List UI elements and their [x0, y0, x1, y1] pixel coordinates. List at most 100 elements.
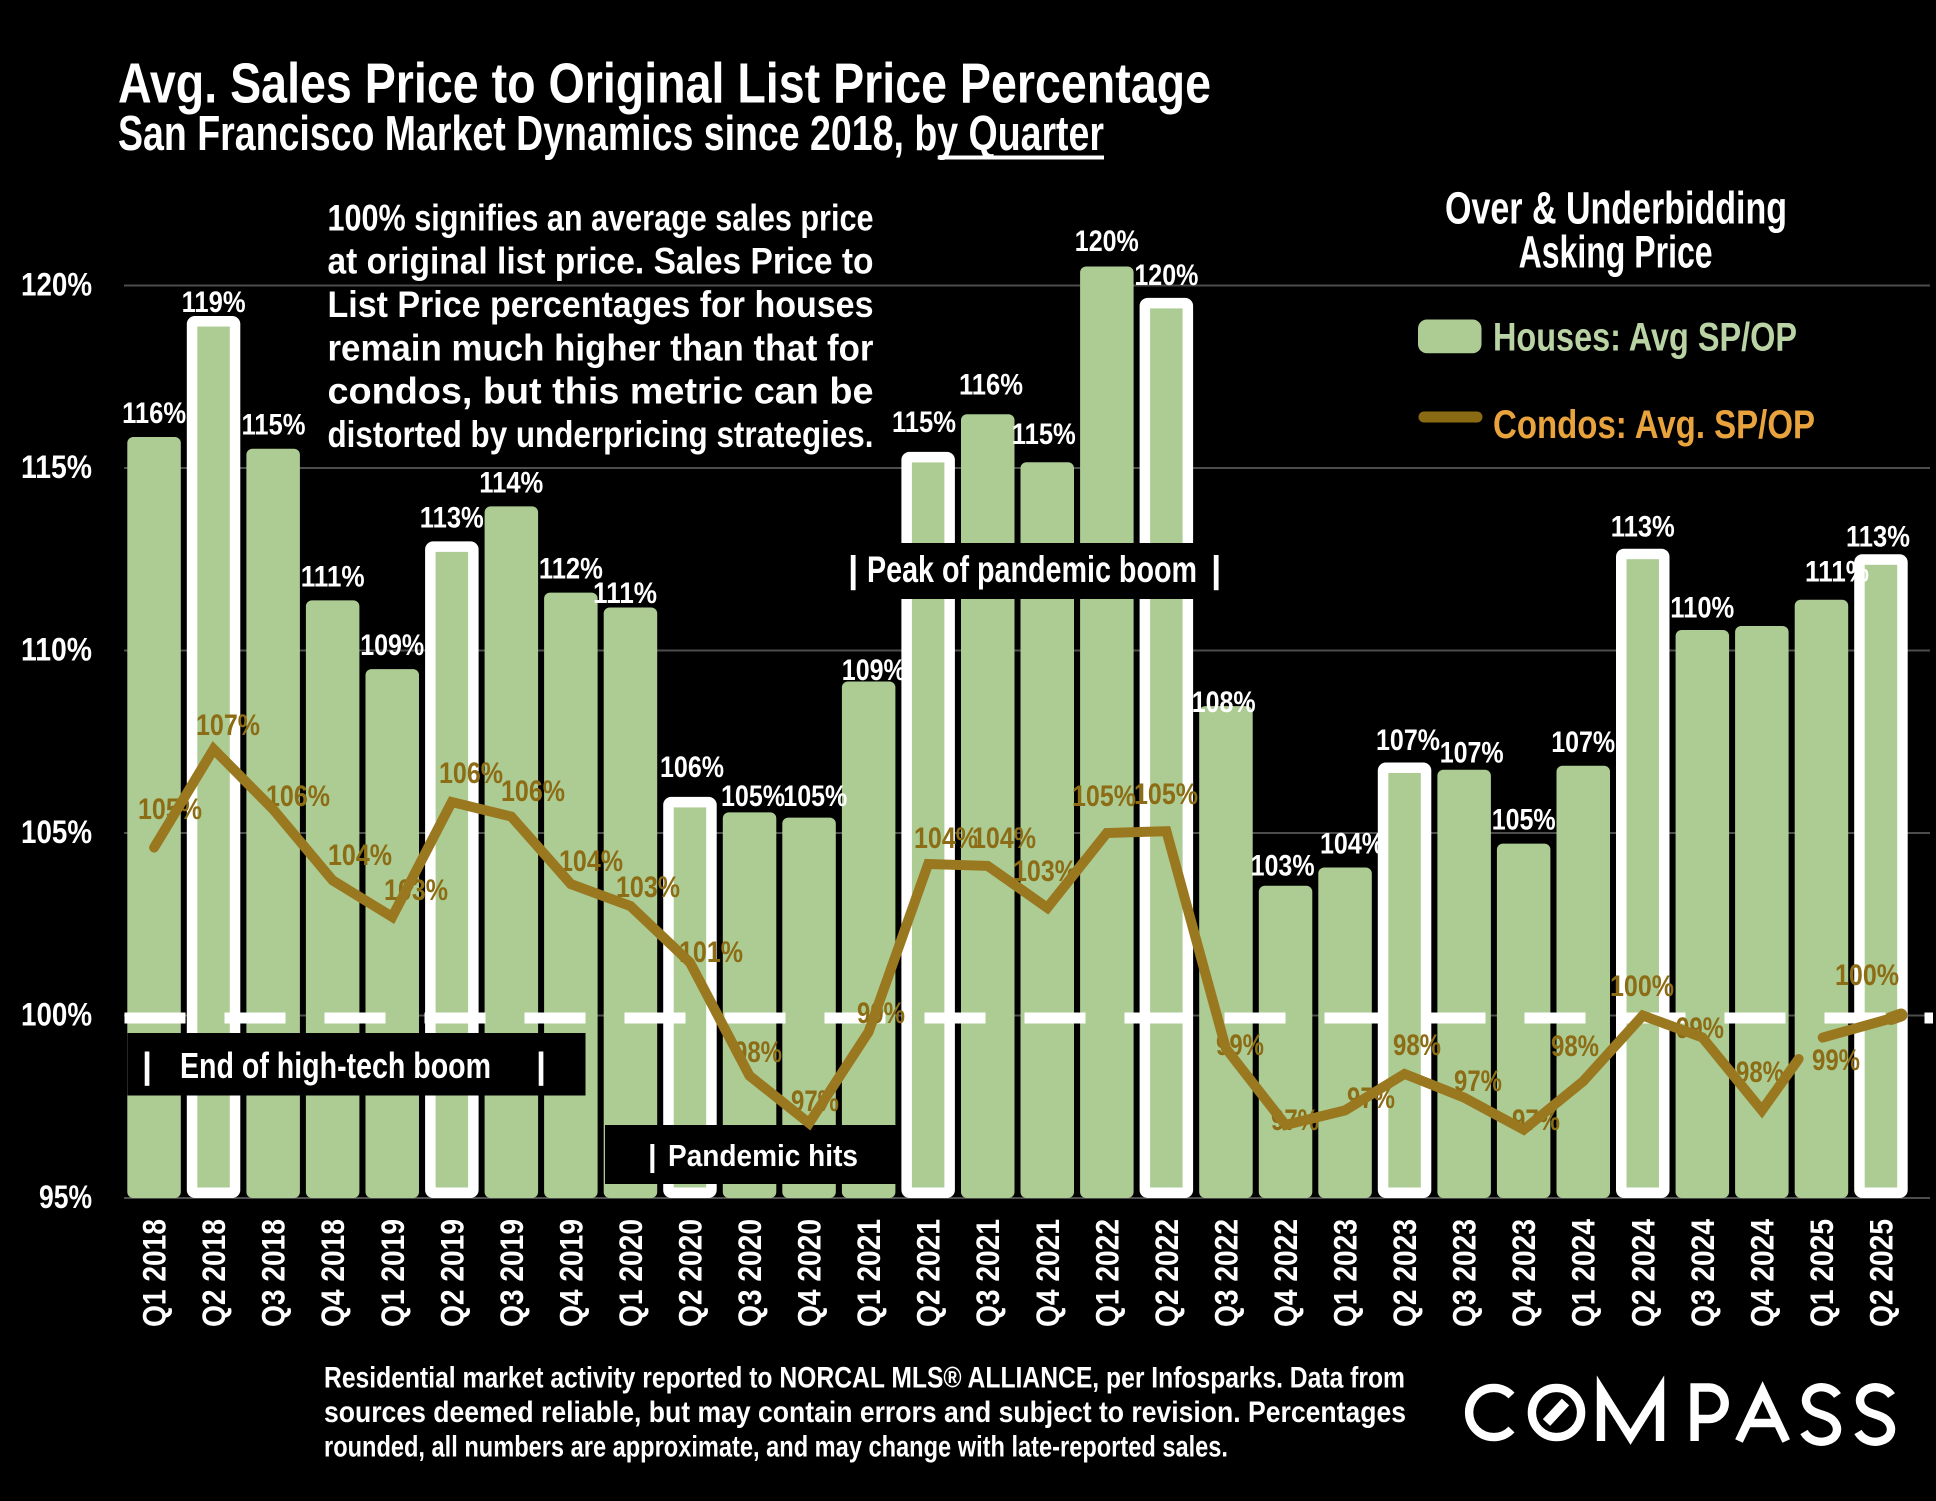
svg-text:Q4 2024: Q4 2024 [1744, 1219, 1780, 1327]
svg-text:110%: 110% [1670, 592, 1734, 625]
svg-text:107%: 107% [1440, 737, 1504, 770]
svg-text:at original list price. Sales: at original list price. Sales Price to [328, 241, 874, 282]
svg-text:Q4 2020: Q4 2020 [792, 1219, 828, 1327]
svg-text:113%: 113% [1846, 520, 1910, 553]
svg-text:105%: 105% [1072, 780, 1136, 813]
svg-text:San Francisco Market Dynamics: San Francisco Market Dynamics since 2018… [118, 107, 1104, 161]
svg-text:Avg. Sales Price to Original L: Avg. Sales Price to Original List Price … [118, 51, 1211, 115]
svg-text:sources deemed reliable, but m: sources deemed reliable, but may contain… [324, 1396, 1406, 1429]
svg-text:99%: 99% [1812, 1044, 1860, 1077]
svg-text:Q2 2022: Q2 2022 [1149, 1219, 1185, 1327]
svg-text:114%: 114% [479, 466, 543, 499]
svg-text:104%: 104% [1320, 828, 1384, 861]
svg-text:95%: 95% [39, 1179, 92, 1215]
svg-text:115%: 115% [242, 409, 306, 442]
svg-text:Q1 2022: Q1 2022 [1089, 1219, 1125, 1327]
svg-text:120%: 120% [1134, 259, 1198, 292]
svg-text:100% signifies an average sale: 100% signifies an average sales price [328, 197, 874, 238]
svg-text:100%: 100% [21, 997, 92, 1033]
svg-text:Over & Underbidding: Over & Underbidding [1445, 183, 1787, 234]
svg-text:Peak of pandemic boom: Peak of pandemic boom [867, 549, 1197, 590]
svg-text:104%: 104% [914, 822, 978, 855]
svg-text:113%: 113% [420, 501, 484, 534]
svg-text:107%: 107% [1376, 724, 1440, 757]
svg-text:Q4 2019: Q4 2019 [553, 1219, 589, 1327]
svg-text:Pandemic hits: Pandemic hits [668, 1138, 858, 1173]
svg-text:Q3 2024: Q3 2024 [1685, 1219, 1721, 1327]
svg-text:List Price percentages for ho: List Price percentages for houses [328, 284, 874, 325]
svg-text:109%: 109% [842, 654, 906, 687]
svg-text:113%: 113% [1611, 511, 1675, 544]
svg-text:105%: 105% [1134, 778, 1198, 811]
svg-text:120%: 120% [21, 267, 92, 303]
svg-text:100%: 100% [1835, 959, 1899, 992]
svg-text:111%: 111% [1805, 556, 1869, 589]
svg-text:Q3 2021: Q3 2021 [970, 1219, 1006, 1327]
svg-text:Q1 2021: Q1 2021 [851, 1219, 887, 1327]
svg-text:103%: 103% [1251, 849, 1315, 882]
svg-text:106%: 106% [501, 775, 565, 808]
svg-text:Q2 2020: Q2 2020 [673, 1219, 709, 1327]
svg-text:condos, but this metric can be: condos, but this metric can be [328, 371, 874, 412]
svg-text:98%: 98% [1551, 1030, 1599, 1063]
svg-text:111%: 111% [593, 577, 657, 610]
svg-text:Q3 2019: Q3 2019 [494, 1219, 530, 1327]
svg-text:Q4 2021: Q4 2021 [1030, 1219, 1066, 1327]
svg-text:105%: 105% [721, 780, 785, 813]
svg-text:Q2 2019: Q2 2019 [434, 1219, 470, 1327]
svg-text:103%: 103% [616, 871, 680, 904]
svg-text:|: | [848, 549, 858, 591]
svg-text:Q2 2018: Q2 2018 [196, 1219, 232, 1327]
svg-text:End of high-tech boom: End of high-tech boom [180, 1045, 491, 1086]
svg-text:Residential market activity re: Residential market activity reported to … [324, 1362, 1405, 1395]
svg-text:|: | [1211, 549, 1221, 591]
svg-text:Q2 2024: Q2 2024 [1625, 1219, 1661, 1327]
svg-text:105%: 105% [783, 780, 847, 813]
svg-text:112%: 112% [539, 553, 603, 586]
svg-text:115%: 115% [892, 406, 956, 439]
svg-text:107%: 107% [196, 709, 260, 742]
svg-text:115%: 115% [1012, 418, 1076, 451]
svg-text:105%: 105% [1492, 804, 1556, 837]
svg-text:104%: 104% [559, 845, 623, 878]
svg-text:Houses: Avg SP/OP: Houses: Avg SP/OP [1493, 316, 1797, 360]
svg-text:116%: 116% [959, 368, 1023, 401]
svg-text:109%: 109% [360, 629, 424, 662]
svg-text:104%: 104% [328, 839, 392, 872]
svg-text:|: | [142, 1045, 152, 1087]
svg-text:Q3 2020: Q3 2020 [732, 1219, 768, 1327]
svg-text:Q2 2021: Q2 2021 [911, 1219, 947, 1327]
svg-text:rounded, all numbers are appro: rounded, all numbers are approximate, an… [324, 1430, 1228, 1463]
svg-text:111%: 111% [301, 560, 365, 593]
svg-text:106%: 106% [439, 757, 503, 790]
svg-text:115%: 115% [21, 449, 92, 485]
svg-text:Q1 2020: Q1 2020 [613, 1219, 649, 1327]
svg-text:Q3 2022: Q3 2022 [1208, 1219, 1244, 1327]
svg-text:|: | [536, 1045, 546, 1087]
svg-text:Q3 2018: Q3 2018 [256, 1219, 292, 1327]
svg-text:Q2 2025: Q2 2025 [1864, 1219, 1900, 1327]
svg-text:120%: 120% [1075, 225, 1139, 258]
svg-text:Q1 2025: Q1 2025 [1804, 1219, 1840, 1327]
svg-text:Q1 2024: Q1 2024 [1566, 1219, 1602, 1327]
svg-text:distorted by underpricing stra: distorted by underpricing strategies. [328, 414, 874, 455]
svg-text:108%: 108% [1192, 686, 1256, 719]
svg-text:Condos: Avg. SP/OP: Condos: Avg. SP/OP [1493, 403, 1815, 447]
svg-text:remain much higher than that f: remain much higher than that for [328, 327, 874, 368]
svg-text:105%: 105% [21, 814, 92, 850]
svg-text:Q3 2023: Q3 2023 [1447, 1219, 1483, 1327]
svg-text:Q4 2018: Q4 2018 [315, 1219, 351, 1327]
svg-text:Q1 2018: Q1 2018 [137, 1219, 173, 1327]
svg-text:98%: 98% [1393, 1029, 1441, 1062]
svg-text:104%: 104% [972, 822, 1036, 855]
svg-text:|: | [648, 1138, 657, 1173]
svg-text:100%: 100% [1610, 970, 1674, 1003]
svg-text:Q1 2023: Q1 2023 [1328, 1219, 1364, 1327]
svg-text:Q4 2023: Q4 2023 [1506, 1219, 1542, 1327]
svg-text:116%: 116% [122, 397, 186, 430]
svg-text:Q2 2023: Q2 2023 [1387, 1219, 1423, 1327]
svg-text:106%: 106% [660, 751, 724, 784]
svg-text:107%: 107% [1551, 726, 1615, 759]
svg-text:Asking Price: Asking Price [1519, 226, 1713, 277]
svg-text:Q4 2022: Q4 2022 [1268, 1219, 1304, 1327]
